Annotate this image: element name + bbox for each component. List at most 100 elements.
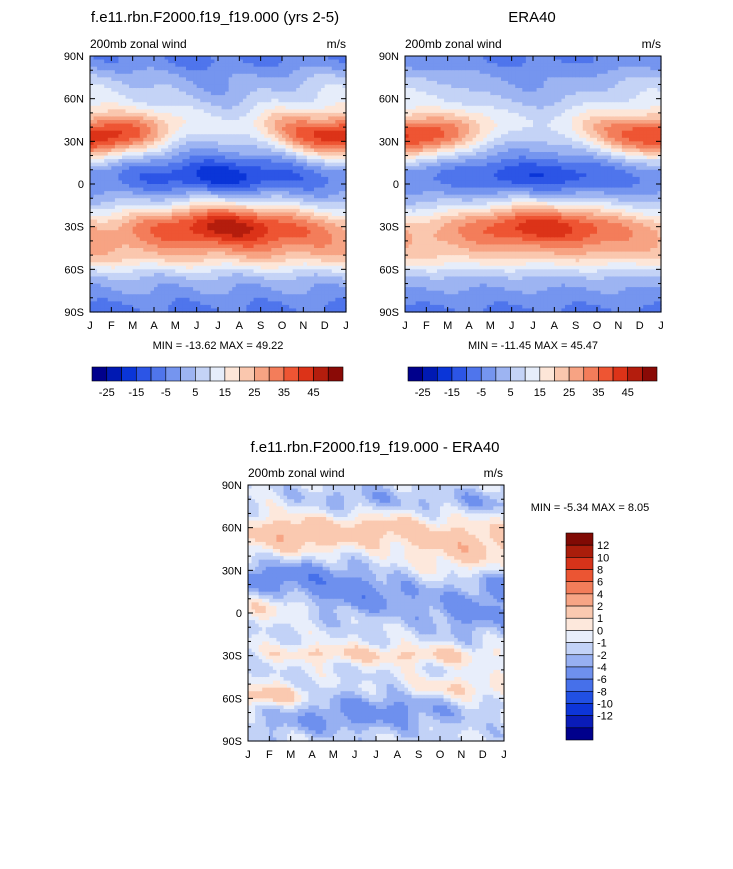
field-cell <box>260 116 265 121</box>
field-cell <box>282 283 287 288</box>
field-cell <box>150 226 155 231</box>
field-cell <box>321 169 326 174</box>
field-cell <box>136 166 141 171</box>
field-cell <box>296 173 301 178</box>
field-cell <box>164 109 169 114</box>
field-cell <box>296 109 301 114</box>
field-cell <box>267 77 272 82</box>
field-cell <box>232 233 237 238</box>
field-cell <box>328 102 333 107</box>
field-cell <box>239 201 244 206</box>
field-cell <box>328 144 333 150</box>
field-cell <box>267 304 272 310</box>
field-cell <box>154 290 159 295</box>
field-cell <box>97 308 102 313</box>
field-cell <box>207 141 212 146</box>
field-cell <box>111 223 116 228</box>
field-cell <box>257 130 262 135</box>
field-cell <box>253 201 258 206</box>
field-cell <box>125 265 130 270</box>
field-cell <box>225 162 230 167</box>
field-cell <box>186 290 191 295</box>
field-cell <box>214 70 219 75</box>
field-cell <box>97 180 102 185</box>
field-cell <box>250 191 255 196</box>
field-cell <box>111 73 116 78</box>
field-cell <box>178 59 184 64</box>
field-cell <box>321 112 326 118</box>
field-cell <box>104 262 109 267</box>
field-cell <box>306 77 312 82</box>
field-cell <box>114 294 120 299</box>
field-cell <box>321 105 326 110</box>
field-cell <box>157 297 162 302</box>
field-cell <box>246 208 251 214</box>
field-cell <box>250 244 255 249</box>
field-cell <box>200 162 205 167</box>
field-cell <box>303 258 308 263</box>
field-cell <box>90 262 95 267</box>
field-cell <box>218 233 223 238</box>
field-cell <box>324 173 329 178</box>
field-cell <box>189 102 194 107</box>
field-cell <box>257 169 262 174</box>
field-cell <box>175 294 180 299</box>
field-cell <box>171 130 176 135</box>
field-cell <box>164 77 169 82</box>
field-cell <box>328 251 333 256</box>
field-cell <box>253 98 258 103</box>
field-cell <box>164 63 169 68</box>
field-cell <box>253 127 258 132</box>
field-cell <box>97 262 102 267</box>
field-cell <box>193 173 198 178</box>
field-cell <box>136 80 141 86</box>
field-cell <box>214 290 219 295</box>
field-cell <box>242 95 248 100</box>
field-cell <box>154 297 159 302</box>
field-cell <box>193 141 198 146</box>
field-cell <box>274 77 280 82</box>
field-cell <box>139 102 144 107</box>
field-cell <box>221 280 226 285</box>
field-cell <box>118 216 123 221</box>
field-cell <box>178 152 184 157</box>
field-cell <box>182 223 187 228</box>
field-cell <box>200 290 205 295</box>
field-cell <box>164 98 169 103</box>
field-cell <box>310 251 315 256</box>
field-cell <box>111 130 116 135</box>
field-cell <box>253 56 258 61</box>
field-cell <box>97 56 102 61</box>
field-cell <box>239 194 244 199</box>
field-cell <box>143 205 148 210</box>
field-cell <box>282 304 287 310</box>
field-cell <box>235 265 240 270</box>
field-cell <box>129 191 134 196</box>
field-cell <box>104 63 109 68</box>
field-cell <box>182 248 187 253</box>
field-cell <box>317 301 322 306</box>
field-cell <box>122 91 127 96</box>
field-cell <box>253 230 258 235</box>
field-cell <box>299 112 304 118</box>
field-cell <box>271 173 276 178</box>
field-cell <box>328 184 333 189</box>
field-cell <box>186 159 191 164</box>
field-cell <box>196 180 201 185</box>
field-cell <box>186 244 191 249</box>
field-cell <box>114 134 120 139</box>
field-cell <box>278 169 283 174</box>
field-cell <box>264 216 269 221</box>
field-cell <box>253 191 258 196</box>
field-cell <box>207 123 212 128</box>
field-cell <box>125 70 130 75</box>
field-cell <box>289 59 294 64</box>
field-cell <box>196 212 201 217</box>
field-cell <box>267 127 272 132</box>
field-cell <box>289 219 294 224</box>
field-cell <box>122 130 127 135</box>
field-cell <box>306 127 312 132</box>
field-cell <box>296 105 301 110</box>
field-cell <box>292 173 297 178</box>
field-cell <box>164 127 169 132</box>
